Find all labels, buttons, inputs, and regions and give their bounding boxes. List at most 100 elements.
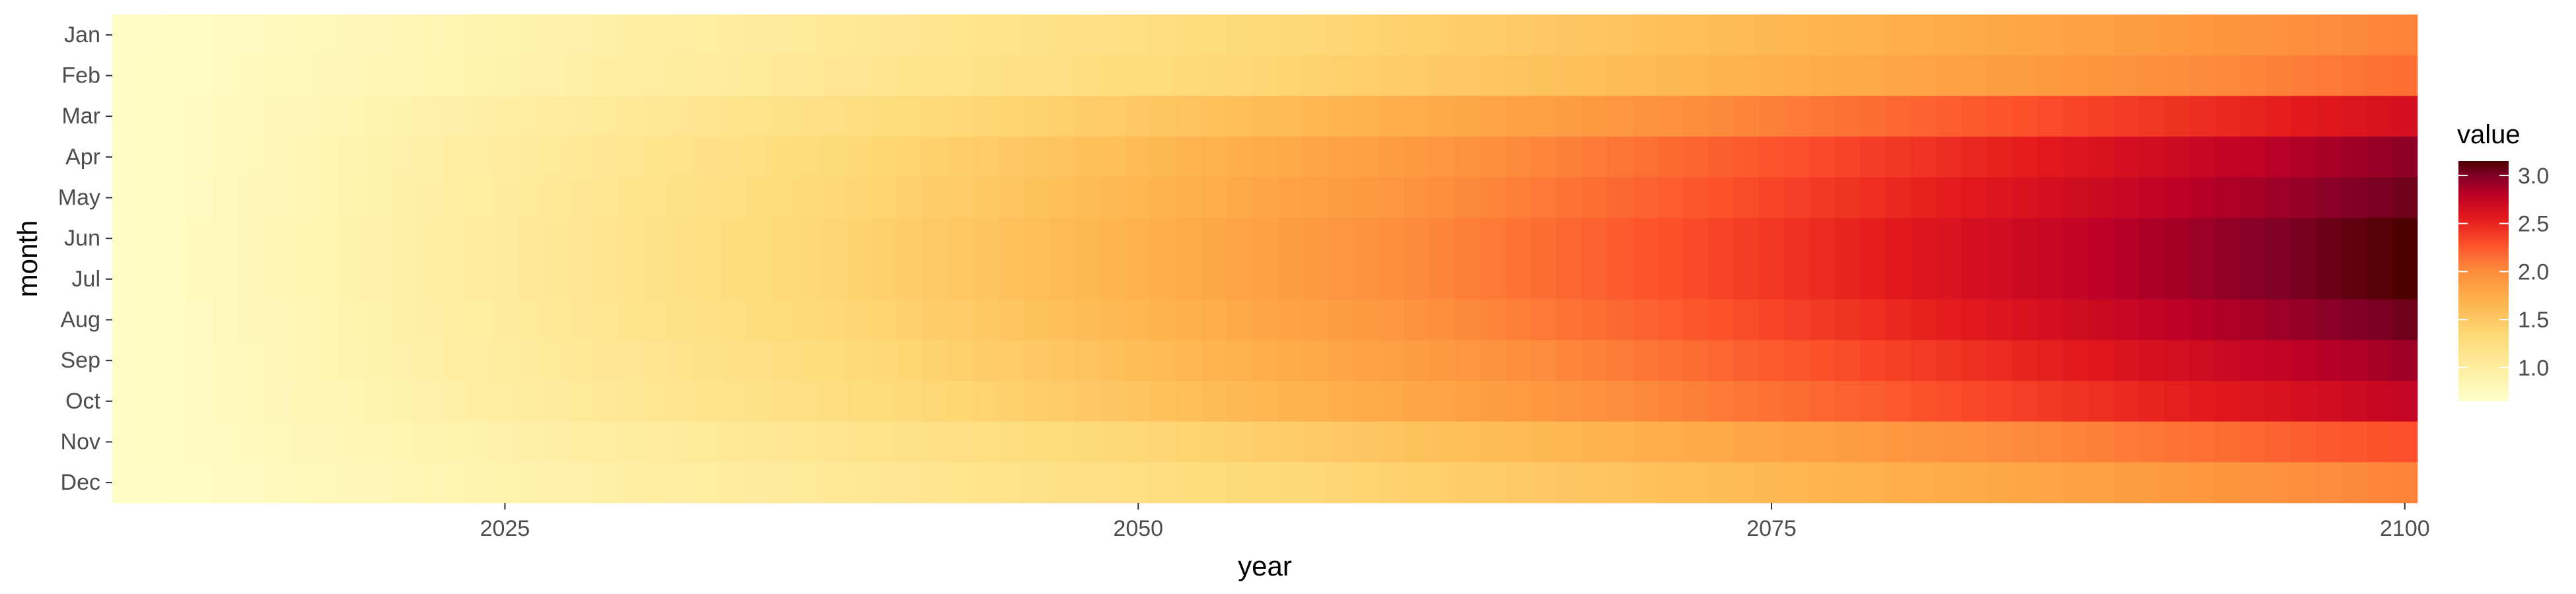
heatmap-cell [999, 340, 1025, 381]
heatmap-cell [1936, 299, 1962, 341]
heatmap-cell [1227, 96, 1253, 137]
heatmap-cell [619, 96, 645, 137]
heatmap-cell [1708, 137, 1734, 178]
heatmap-cell [2291, 55, 2316, 96]
heatmap-cell [948, 15, 974, 56]
heatmap-cell [1201, 55, 1227, 96]
heatmap-cell [720, 340, 746, 381]
heatmap-cell [973, 259, 999, 300]
heatmap-cell [644, 96, 670, 137]
heatmap-cell [1353, 340, 1379, 381]
heatmap-cell [897, 177, 923, 218]
heatmap-cell [2063, 421, 2089, 463]
heatmap-cell [669, 218, 696, 259]
heatmap-cell [2265, 55, 2291, 96]
heatmap-cell [1252, 299, 1278, 341]
heatmap-cell [1176, 421, 1202, 463]
heatmap-cell [213, 299, 240, 341]
heatmap-cell [2164, 96, 2190, 137]
heatmap-cell [1252, 177, 1278, 218]
heatmap-cell [264, 340, 290, 381]
heatmap-cell [720, 259, 746, 300]
heatmap-cell [2113, 462, 2139, 504]
heatmap-cell [1733, 299, 1760, 341]
heatmap-cell [745, 259, 771, 300]
legend-tick-label: 2.5 [2518, 212, 2549, 237]
heatmap-cell [1581, 96, 1608, 137]
heatmap-cell [2215, 55, 2240, 96]
heatmap-cell [1277, 177, 1303, 218]
heatmap-cell [2113, 421, 2139, 463]
heatmap-cell [517, 218, 544, 259]
heatmap-cell [314, 177, 341, 218]
heatmap-cell [796, 55, 822, 96]
heatmap-cell [1151, 137, 1177, 178]
heatmap-cell [1910, 177, 1937, 218]
heatmap-cell [1505, 15, 1532, 56]
heatmap-cell [1733, 340, 1760, 381]
heatmap-cell [1378, 340, 1405, 381]
heatmap-cell [162, 218, 189, 259]
heatmap-cell [1201, 299, 1227, 341]
heatmap-cell [1682, 15, 1709, 56]
heatmap-cell [1632, 15, 1658, 56]
heatmap-cell [695, 259, 721, 300]
heatmap-cell [2316, 421, 2342, 463]
heatmap-cell [2367, 462, 2392, 504]
heatmap-cell [745, 177, 771, 218]
heatmap-cell [1632, 96, 1658, 137]
heatmap-cell [1050, 15, 1075, 56]
heatmap-cell [619, 15, 645, 56]
heatmap-cell [593, 15, 620, 56]
heatmap-cell [1530, 15, 1557, 56]
heatmap-cell [365, 259, 392, 300]
heatmap-cell [2037, 137, 2063, 178]
heatmap-cell [492, 55, 518, 96]
heatmap-cell [340, 177, 366, 218]
heatmap-cell [2088, 299, 2114, 341]
heatmap-cell [1151, 218, 1177, 259]
heatmap-cell [365, 421, 392, 463]
heatmap-cell [796, 299, 822, 341]
heatmap-cell [1581, 55, 1608, 96]
heatmap-cell [264, 177, 290, 218]
heatmap-cell [2063, 299, 2089, 341]
heatmap-cell [264, 96, 290, 137]
heatmap-cell [669, 15, 696, 56]
heatmap-cell [1075, 421, 1101, 463]
heatmap-cell [2341, 55, 2367, 96]
heatmap-cell [619, 259, 645, 300]
heatmap-cell [948, 96, 974, 137]
heatmap-cell [1429, 299, 1455, 341]
heatmap-cell [897, 96, 923, 137]
heatmap-cell [238, 96, 265, 137]
heatmap-cell [1910, 55, 1937, 96]
heatmap-cell [1657, 96, 1684, 137]
heatmap-cell [745, 340, 771, 381]
heatmap-cell [1834, 299, 1861, 341]
heatmap-cell [1784, 340, 1810, 381]
heatmap-cell [137, 177, 164, 218]
heatmap-cell [2367, 381, 2392, 422]
heatmap-cell [1606, 177, 1633, 218]
heatmap-cell [1910, 137, 1937, 178]
heatmap-cell [1556, 340, 1582, 381]
heatmap-cell [1050, 381, 1075, 422]
heatmap-cell [340, 381, 366, 422]
heatmap-cell [1784, 462, 1810, 504]
heatmap-cell [2265, 340, 2291, 381]
heatmap-cell [669, 177, 696, 218]
heatmap-cell [1758, 259, 1785, 300]
heatmap-cell [619, 137, 645, 178]
heatmap-cell [1353, 259, 1379, 300]
heatmap-cell [112, 462, 138, 504]
heatmap-cell [1126, 299, 1151, 341]
heatmap-cell [238, 462, 265, 504]
heatmap-cell [441, 96, 468, 137]
heatmap-cell [314, 15, 341, 56]
heatmap-cell [2012, 137, 2038, 178]
heatmap-cell [365, 381, 392, 422]
heatmap-cell [2113, 137, 2139, 178]
heatmap-cell [923, 462, 948, 504]
heatmap-cell [1176, 299, 1202, 341]
